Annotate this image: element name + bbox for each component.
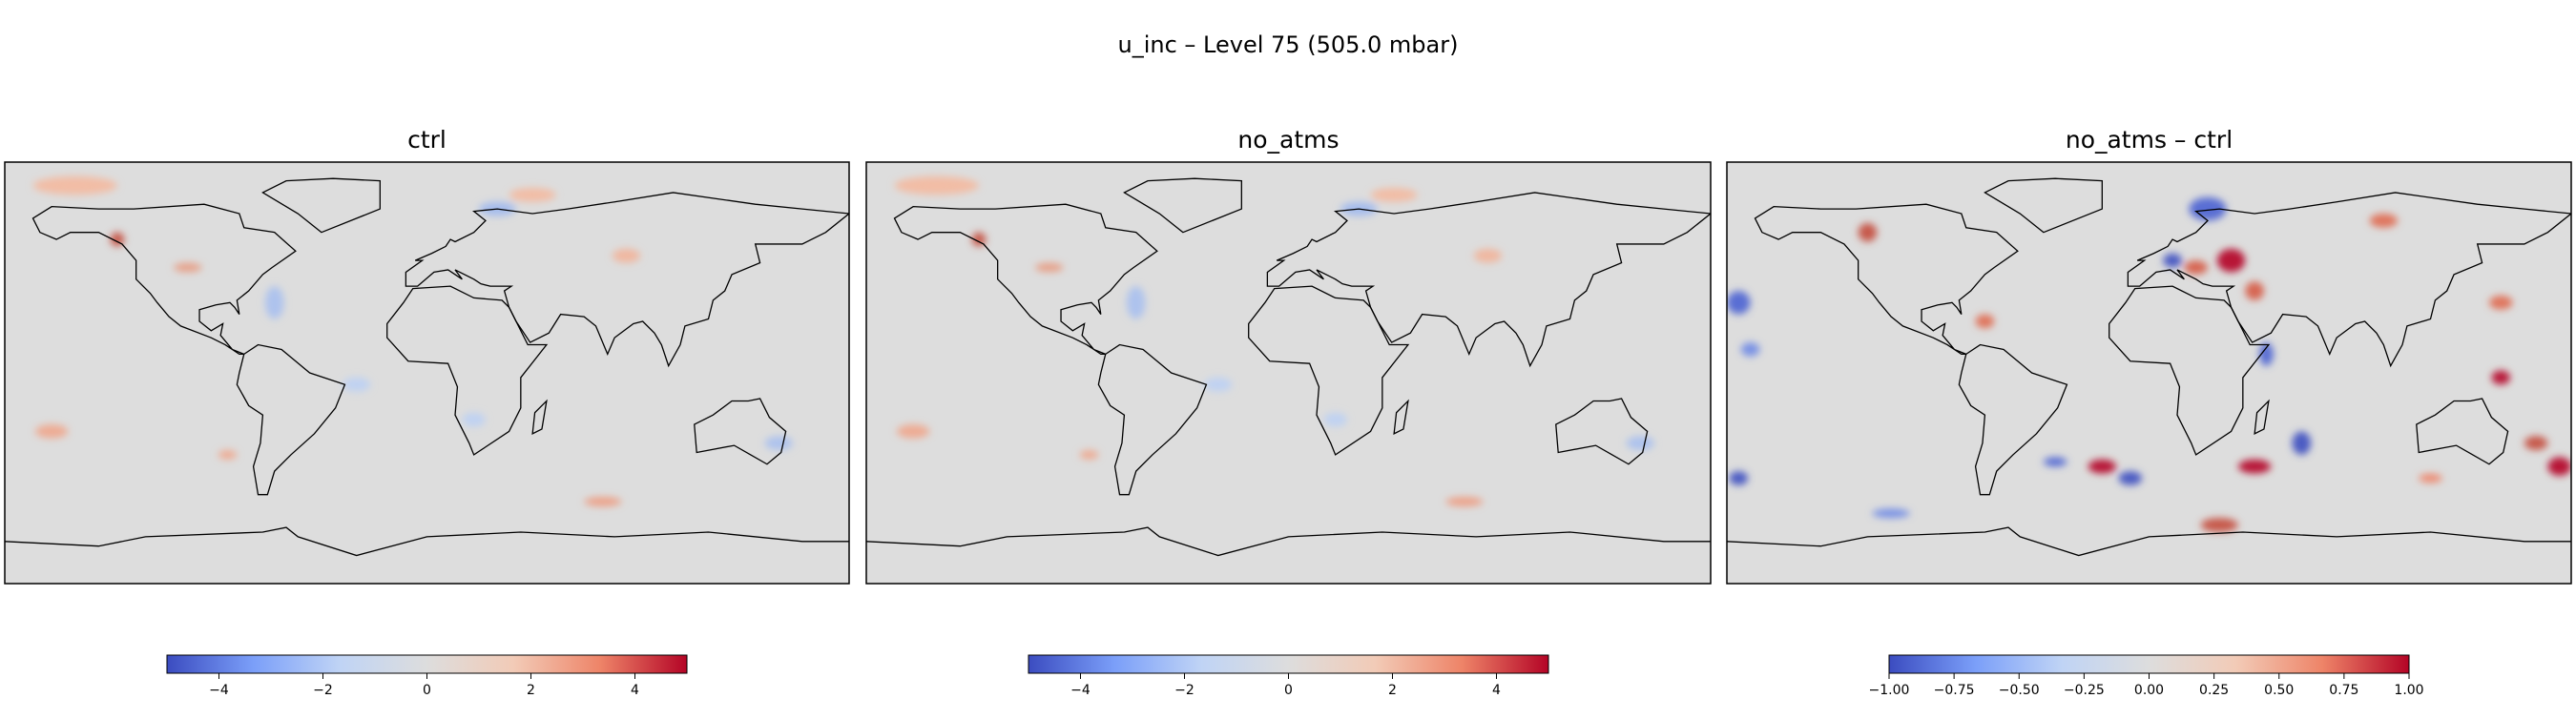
field-blob	[1445, 497, 1484, 506]
increment-field	[894, 175, 1654, 506]
colorbar-tick-label: −4	[209, 683, 229, 698]
colorbar-tick-label: 0	[1284, 683, 1293, 698]
field-blob	[2118, 471, 2143, 485]
colorbar-tick-label: 2	[1388, 683, 1397, 698]
ocean-background	[1727, 162, 2571, 584]
field-blob	[174, 262, 202, 273]
field-blob	[894, 175, 979, 195]
field-blob	[343, 377, 371, 392]
map-frame	[865, 161, 1712, 585]
colorbar-tick-label: −2	[313, 683, 333, 698]
field-blob	[2488, 295, 2513, 310]
field-blob	[2189, 196, 2227, 221]
map	[1727, 162, 2571, 584]
field-blob	[1727, 291, 1751, 315]
field-blob	[1740, 342, 1760, 357]
field-blob	[2419, 473, 2442, 483]
field-blob	[264, 286, 284, 319]
map-frame	[1726, 161, 2572, 585]
field-blob	[2259, 342, 2274, 366]
field-blob	[2292, 431, 2312, 455]
ocean-background	[866, 162, 1711, 584]
colorbar-tick-label: −4	[1070, 683, 1091, 698]
panel-title: no_atms – ctrl	[2066, 126, 2233, 154]
colorbar-tick-label: −0.50	[1999, 683, 2040, 698]
colorbar	[1888, 654, 2410, 674]
field-blob	[509, 188, 556, 202]
field-blob	[1126, 286, 1146, 319]
field-blob	[1872, 508, 1910, 519]
field-blob	[218, 450, 238, 460]
field-blob	[1323, 412, 1347, 427]
colorbar-tick-label: 0.00	[2134, 683, 2164, 698]
field-blob	[34, 424, 69, 439]
colorbar-tick-label: 2	[527, 683, 535, 698]
field-blob	[2491, 370, 2511, 385]
field-blob	[1729, 471, 1749, 485]
field-blob	[2184, 260, 2208, 275]
field-blob	[2524, 436, 2548, 451]
field-blob	[2245, 281, 2264, 300]
field-blob	[1473, 248, 1503, 263]
field-blob	[2216, 248, 2246, 273]
field-blob	[612, 248, 641, 263]
colorbar-tick-label: 0.75	[2329, 683, 2358, 698]
field-blob	[2088, 459, 2117, 474]
field-blob	[764, 436, 793, 451]
field-blob	[1079, 450, 1099, 460]
field-blob	[1858, 222, 1878, 242]
field-blob	[2163, 253, 2182, 268]
colorbar-tick-label: −2	[1174, 683, 1195, 698]
map	[5, 162, 849, 584]
colorbar-tick-label: 4	[1492, 683, 1501, 698]
colorbar-tick-label: 1.00	[2394, 683, 2423, 698]
field-blob	[1204, 377, 1233, 392]
colorbar-tick-label: 4	[631, 683, 639, 698]
field-blob	[462, 412, 486, 427]
field-blob	[2237, 459, 2272, 474]
panel-title: ctrl	[407, 126, 447, 154]
colorbar-tick-label: −0.25	[2064, 683, 2105, 698]
field-blob	[2547, 457, 2571, 477]
ocean-background	[5, 162, 849, 584]
field-blob	[584, 497, 622, 506]
colorbar-tick-label: −1.00	[1869, 683, 1910, 698]
colorbar-tick-label: −0.75	[1934, 683, 1975, 698]
field-blob	[1035, 262, 1064, 273]
map	[866, 162, 1711, 584]
colorbar-tick-label: 0.25	[2199, 683, 2229, 698]
field-blob	[1975, 314, 1995, 329]
figure-title: u_inc – Level 75 (505.0 mbar)	[1118, 31, 1459, 58]
colorbar-tick-label: 0.50	[2264, 683, 2294, 698]
field-blob	[1370, 188, 1418, 202]
colorbar	[166, 654, 688, 674]
map-frame	[4, 161, 850, 585]
field-blob	[2369, 214, 2399, 228]
colorbar-tick-label: 0	[423, 683, 431, 698]
field-blob	[2043, 457, 2067, 467]
field-blob	[1626, 436, 1654, 451]
field-blob	[2200, 518, 2238, 532]
panel-title: no_atms	[1237, 126, 1339, 154]
colorbar	[1028, 654, 1549, 674]
increment-field	[32, 175, 793, 506]
field-blob	[32, 175, 117, 195]
field-blob	[896, 424, 930, 439]
increment-field	[1727, 196, 2571, 532]
